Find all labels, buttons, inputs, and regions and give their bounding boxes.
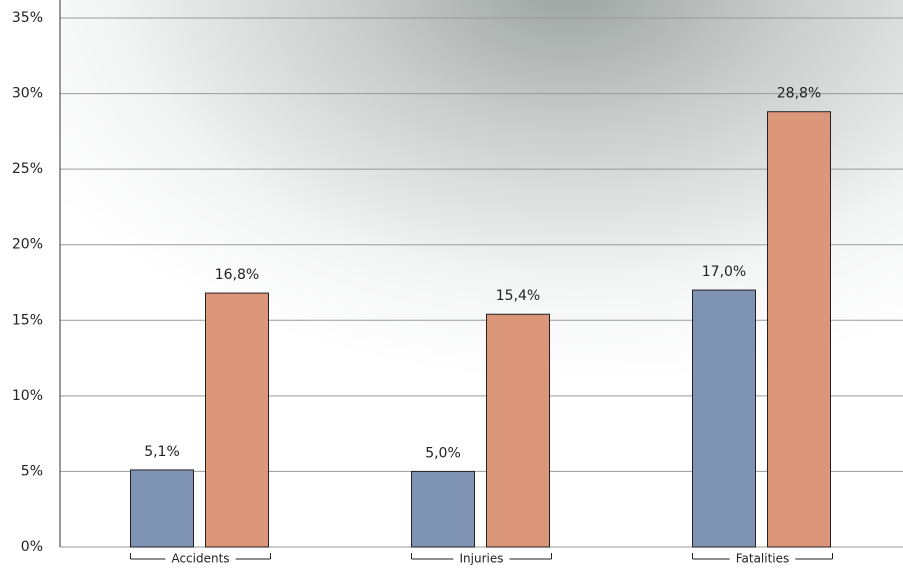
value-label: 17,0%: [702, 264, 746, 280]
value-label: 16,8%: [215, 267, 259, 283]
y-tick-label: 35%: [12, 10, 43, 26]
x-tick-label: Injuries: [460, 552, 504, 566]
bar: [130, 469, 194, 548]
value-label: 15,4%: [496, 288, 540, 304]
value-label: 5,0%: [425, 445, 461, 461]
bar: [486, 313, 550, 548]
bar: [205, 292, 269, 548]
y-tick-label: 15%: [12, 312, 43, 328]
x-tick-label: Fatalities: [736, 552, 790, 566]
bar: [411, 470, 475, 548]
x-tick-label: Accidents: [171, 552, 229, 566]
bar: [767, 111, 831, 548]
y-tick-label: 0%: [21, 539, 43, 555]
y-tick-label: 25%: [12, 161, 43, 177]
y-tick-label: 20%: [12, 237, 43, 253]
y-tick-label: 10%: [12, 388, 43, 404]
y-tick-label: 30%: [12, 86, 43, 102]
value-label: 5,1%: [144, 444, 180, 460]
bar: [692, 289, 756, 548]
plot-background: [60, 0, 903, 547]
value-label: 28,8%: [777, 86, 821, 102]
y-tick-label: 5%: [21, 463, 43, 479]
